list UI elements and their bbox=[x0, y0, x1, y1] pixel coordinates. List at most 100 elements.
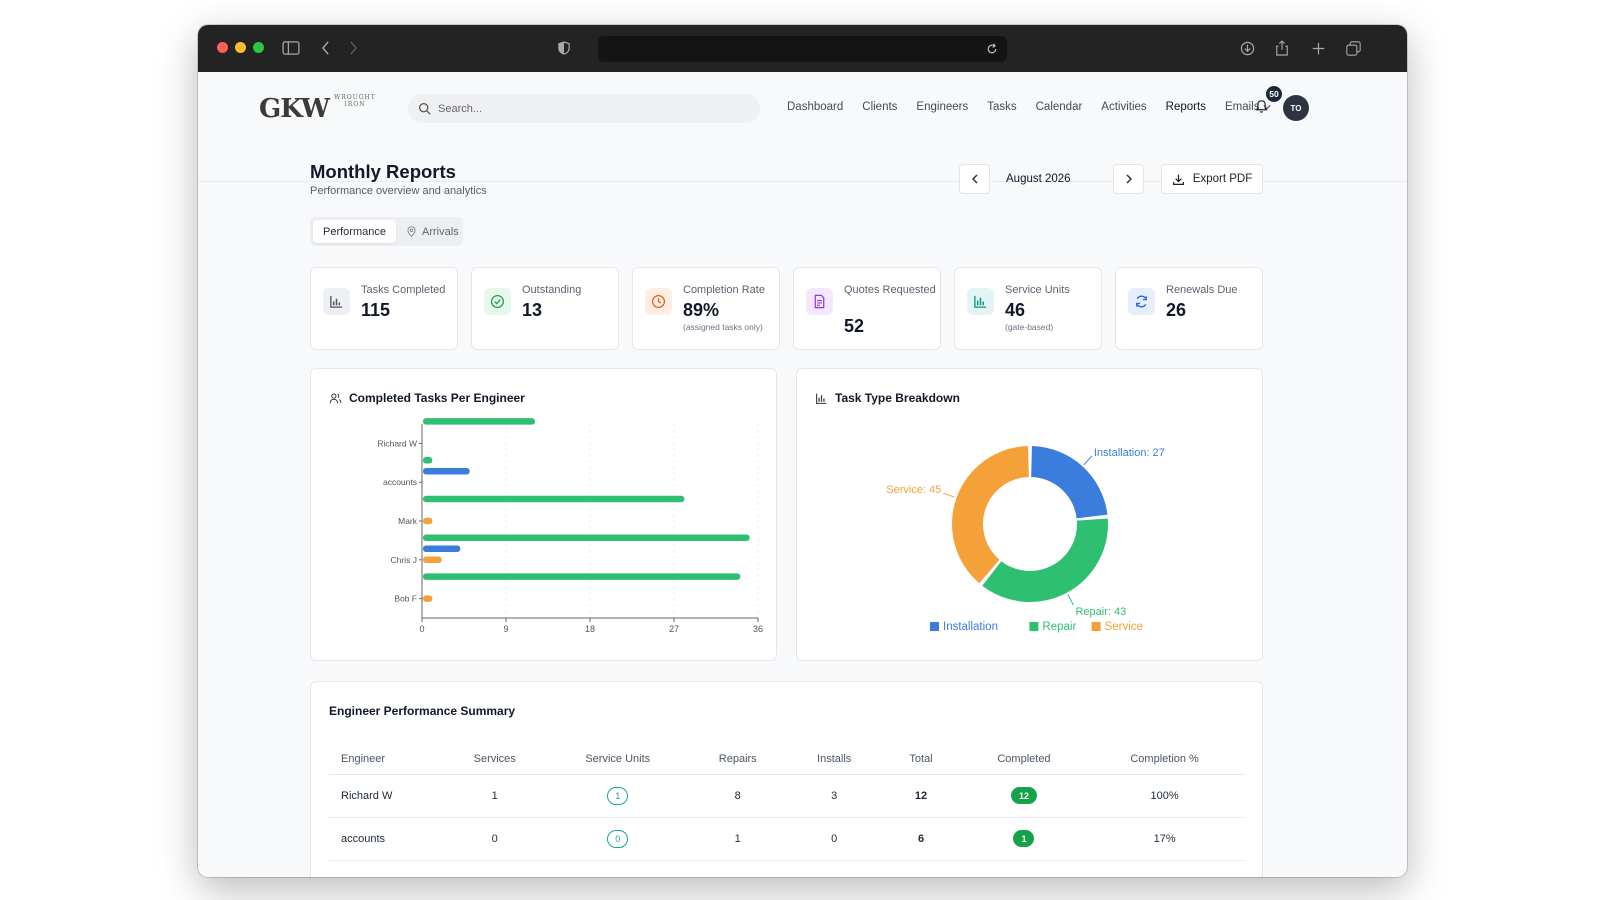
bar bbox=[423, 517, 433, 525]
search-input[interactable] bbox=[438, 102, 728, 115]
reload-icon[interactable] bbox=[983, 40, 1001, 58]
x-tick-label: 0 bbox=[419, 624, 424, 634]
cell-installs: 3 bbox=[789, 774, 879, 818]
cell-service-units: 1 bbox=[549, 774, 686, 818]
download-icon bbox=[1172, 174, 1184, 185]
donut-slice bbox=[1031, 446, 1108, 519]
stat-card-tasks-completed: Tasks Completed 115 bbox=[310, 267, 458, 350]
bar bbox=[423, 467, 470, 475]
nav-tasks[interactable]: Tasks bbox=[987, 101, 1017, 113]
back-icon[interactable] bbox=[314, 37, 336, 59]
nav-reports[interactable]: Reports bbox=[1165, 101, 1206, 113]
bar bbox=[423, 556, 442, 564]
data-label: Repair: 43 bbox=[1075, 606, 1126, 618]
stat-card-outstanding: Outstanding 13 bbox=[471, 267, 619, 350]
x-tick-label: 36 bbox=[753, 624, 763, 634]
bar bbox=[423, 456, 433, 464]
col-service-units: Service Units bbox=[549, 744, 686, 775]
data-label-leader bbox=[943, 492, 955, 498]
cell-services: 1 bbox=[439, 774, 550, 818]
bar-chart-icon bbox=[323, 288, 350, 315]
minimize-window-button[interactable] bbox=[235, 42, 246, 53]
nav-engineers[interactable]: Engineers bbox=[916, 101, 969, 113]
stat-card-renewals-due: Renewals Due 26 bbox=[1115, 267, 1263, 350]
report-tabs: Performance Arrivals bbox=[310, 217, 463, 246]
tab-arrivals-label: Arrivals bbox=[421, 225, 459, 238]
completed-badge: 1 bbox=[1013, 830, 1035, 847]
refresh-icon bbox=[1128, 288, 1155, 315]
table-row[interactable]: Richard W 1 1 8 3 12 12 100% bbox=[329, 774, 1245, 818]
engineer-chart-title: Completed Tasks Per Engineer bbox=[329, 391, 525, 405]
logo-sub-line1: WROUGHT bbox=[334, 94, 376, 101]
performance-summary-panel: Engineer Performance Summary Engineer Se… bbox=[310, 681, 1263, 877]
shield-icon[interactable] bbox=[553, 37, 575, 59]
search-bar[interactable] bbox=[408, 94, 760, 123]
maximize-window-button[interactable] bbox=[253, 42, 264, 53]
col-services: Services bbox=[439, 744, 550, 775]
completed-badge: 12 bbox=[1010, 787, 1037, 804]
nav-activities[interactable]: Activities bbox=[1101, 101, 1147, 113]
col-total: Total bbox=[878, 744, 964, 775]
share-icon[interactable] bbox=[1271, 37, 1293, 59]
bar bbox=[423, 418, 535, 425]
stat-card-quotes-requested: Quotes Requested 52 bbox=[793, 267, 941, 350]
close-window-button[interactable] bbox=[217, 42, 228, 53]
bar-chart-icon bbox=[816, 393, 827, 404]
sidebar-toggle-icon[interactable] bbox=[280, 37, 302, 59]
stat-card-service-units: Service Units 46 (gate-based) bbox=[954, 267, 1102, 350]
notification-count-badge: 50 bbox=[1265, 85, 1283, 103]
task-type-donut-chart: Installation: 27 Repair: 43 Service: 45 Ins… bbox=[886, 446, 1165, 633]
bar bbox=[423, 495, 685, 503]
legend-label: Repair bbox=[1042, 621, 1076, 633]
cell-completed: 1 bbox=[963, 817, 1085, 861]
search-icon bbox=[418, 102, 431, 115]
chevron-right-icon bbox=[1125, 174, 1132, 184]
col-engineer: Engineer bbox=[329, 744, 440, 775]
x-tick-label: 27 bbox=[669, 624, 679, 634]
stat-value: 52 bbox=[844, 316, 865, 336]
nav-clients[interactable]: Clients bbox=[862, 101, 898, 113]
company-logo[interactable]: GKW WROUGHT IRON bbox=[259, 94, 376, 124]
table-row[interactable]: accounts 0 0 1 0 6 1 17% bbox=[329, 817, 1245, 861]
download-icon[interactable] bbox=[1236, 37, 1258, 59]
user-avatar[interactable]: TO bbox=[1283, 95, 1309, 121]
tab-overview-icon[interactable] bbox=[1342, 37, 1364, 59]
legend-swatch bbox=[1091, 622, 1101, 631]
x-tick-label: 9 bbox=[503, 624, 508, 634]
breakdown-title: Task Type Breakdown bbox=[815, 391, 960, 405]
data-label: Installation: 27 bbox=[1094, 447, 1165, 459]
document-icon bbox=[806, 288, 833, 315]
stat-value: 115 bbox=[361, 300, 391, 320]
col-completed: Completed bbox=[963, 744, 1085, 775]
page-title: Monthly Reports bbox=[310, 161, 456, 182]
address-bar[interactable] bbox=[598, 36, 1007, 62]
app-header: GKW WROUGHT IRON Dashboard Clients Engin… bbox=[198, 72, 1407, 182]
tab-arrivals[interactable]: Arrivals bbox=[396, 220, 469, 243]
new-tab-icon[interactable] bbox=[1307, 37, 1329, 59]
cell-service-units: 0 bbox=[549, 817, 686, 861]
nav-calendar[interactable]: Calendar bbox=[1035, 101, 1083, 113]
chevron-left-icon bbox=[971, 174, 978, 184]
cell-services: 0 bbox=[439, 817, 550, 861]
nav-dashboard[interactable]: Dashboard bbox=[787, 101, 844, 113]
service-units-pill: 1 bbox=[607, 786, 629, 805]
cell-completion: 17% bbox=[1084, 817, 1245, 861]
nav-emails-label: Emails bbox=[1224, 101, 1260, 113]
tab-performance[interactable]: Performance bbox=[313, 220, 396, 243]
stat-value: 26 bbox=[1166, 300, 1187, 320]
forward-icon[interactable] bbox=[342, 37, 364, 59]
cell-completion: 100% bbox=[1084, 774, 1245, 818]
export-pdf-button[interactable]: Export PDF bbox=[1161, 164, 1263, 194]
engineer-chart-title-text: Completed Tasks Per Engineer bbox=[349, 391, 525, 405]
page-subtitle: Performance overview and analytics bbox=[310, 185, 487, 197]
data-label-leader bbox=[1083, 455, 1093, 466]
logo-sub-line2: IRON bbox=[344, 101, 366, 108]
previous-month-button[interactable] bbox=[959, 164, 990, 194]
next-month-button[interactable] bbox=[1113, 164, 1144, 194]
stat-value: 13 bbox=[522, 300, 543, 320]
cell-engineer: Richard W bbox=[329, 774, 440, 818]
y-tick-label: Chris J bbox=[391, 555, 417, 565]
stat-label: Outstanding bbox=[522, 284, 582, 296]
col-completion-pct: Completion % bbox=[1084, 744, 1245, 775]
notifications-bell-icon[interactable] bbox=[1255, 99, 1271, 117]
